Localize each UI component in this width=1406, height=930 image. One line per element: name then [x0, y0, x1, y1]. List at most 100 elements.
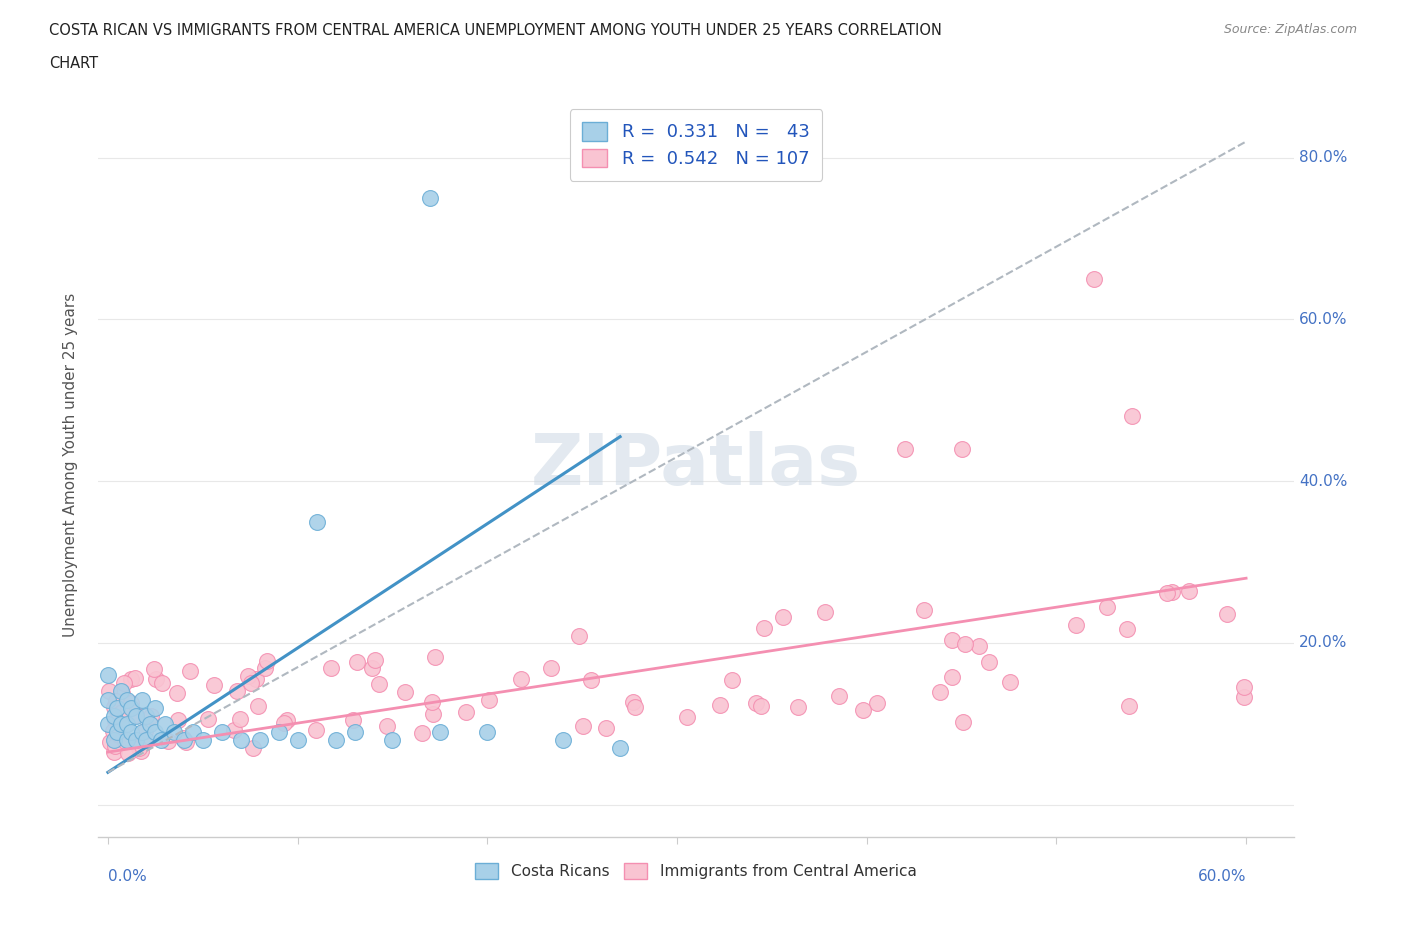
Point — [124, 707, 146, 722]
Point — [676, 710, 699, 724]
Text: ZIPatlas: ZIPatlas — [531, 431, 860, 499]
Point — [131, 724, 153, 739]
Point — [115, 733, 138, 748]
Point — [157, 734, 180, 749]
Y-axis label: Unemployment Among Youth under 25 years: Unemployment Among Youth under 25 years — [63, 293, 77, 637]
Point — [153, 716, 176, 731]
Point — [977, 654, 1000, 669]
Point — [247, 698, 270, 713]
Text: 60.0%: 60.0% — [1198, 870, 1246, 884]
Point — [229, 711, 252, 726]
Point — [744, 695, 766, 710]
Point — [236, 668, 259, 683]
Point — [197, 711, 219, 726]
Point — [624, 699, 647, 714]
Point — [202, 678, 225, 693]
Point — [129, 743, 152, 758]
Point — [229, 733, 252, 748]
Point — [97, 684, 120, 698]
Point — [343, 724, 366, 739]
Point — [568, 629, 591, 644]
Point — [166, 685, 188, 700]
Point — [305, 723, 328, 737]
Point — [1161, 584, 1184, 599]
Point — [114, 734, 136, 749]
Point — [749, 699, 772, 714]
Point — [709, 698, 731, 712]
Point — [367, 676, 389, 691]
Point — [346, 655, 368, 670]
Point — [865, 696, 887, 711]
Point — [1177, 584, 1199, 599]
Point — [478, 693, 501, 708]
Point — [115, 716, 138, 731]
Point — [553, 733, 575, 748]
Point — [579, 673, 602, 688]
Point — [181, 724, 204, 739]
Point — [377, 718, 399, 733]
Point — [1156, 585, 1178, 600]
Point — [172, 730, 194, 745]
Point — [249, 733, 271, 748]
Point — [609, 740, 631, 755]
Text: 20.0%: 20.0% — [1299, 635, 1347, 650]
Point — [893, 442, 915, 457]
Point — [97, 692, 120, 707]
Point — [97, 668, 120, 683]
Point — [143, 700, 166, 715]
Point — [103, 745, 125, 760]
Point — [115, 692, 138, 707]
Point — [254, 661, 277, 676]
Point — [1064, 618, 1087, 632]
Point — [267, 724, 290, 739]
Point — [104, 738, 127, 753]
Point — [912, 603, 935, 618]
Point — [111, 705, 134, 720]
Text: 40.0%: 40.0% — [1299, 473, 1347, 488]
Text: 60.0%: 60.0% — [1299, 312, 1348, 327]
Point — [143, 661, 166, 676]
Point — [110, 684, 132, 698]
Point — [321, 660, 343, 675]
Text: 80.0%: 80.0% — [1299, 151, 1347, 166]
Point — [394, 684, 416, 699]
Point — [135, 733, 157, 748]
Point — [287, 733, 309, 748]
Point — [163, 724, 186, 739]
Point — [595, 721, 617, 736]
Point — [772, 610, 794, 625]
Point — [381, 733, 404, 748]
Point — [110, 716, 132, 731]
Point — [166, 713, 188, 728]
Point — [342, 712, 364, 727]
Point — [105, 724, 128, 739]
Point — [1233, 689, 1256, 704]
Legend: Costa Ricans, Immigrants from Central America: Costa Ricans, Immigrants from Central Am… — [470, 857, 922, 885]
Point — [103, 724, 125, 738]
Point — [419, 191, 441, 206]
Point — [429, 724, 451, 739]
Point — [941, 632, 963, 647]
Point — [125, 733, 148, 748]
Point — [950, 442, 973, 457]
Point — [953, 636, 976, 651]
Point — [125, 709, 148, 724]
Point — [1121, 409, 1143, 424]
Point — [1118, 699, 1140, 714]
Point — [211, 724, 233, 739]
Point — [721, 672, 744, 687]
Point — [305, 514, 328, 529]
Point — [222, 723, 245, 737]
Point — [572, 719, 595, 734]
Point — [420, 695, 443, 710]
Point — [325, 733, 347, 748]
Point — [120, 672, 142, 687]
Point — [967, 638, 990, 653]
Point — [143, 724, 166, 739]
Point — [150, 733, 173, 748]
Point — [1095, 599, 1118, 614]
Point — [179, 664, 201, 679]
Text: 0.0%: 0.0% — [108, 870, 146, 884]
Point — [456, 704, 478, 719]
Point — [104, 694, 127, 709]
